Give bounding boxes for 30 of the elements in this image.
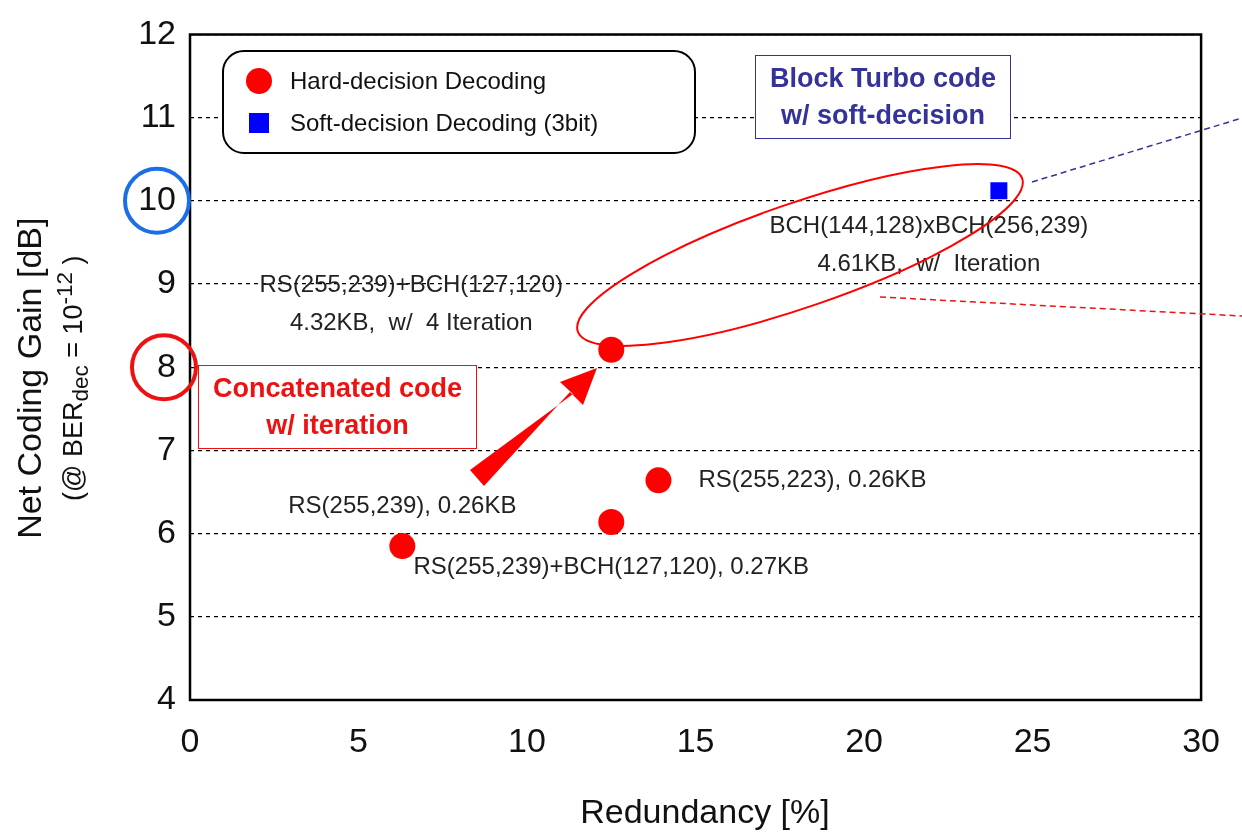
y-tick-label: 10 — [138, 179, 176, 218]
point — [990, 182, 1008, 200]
y-tick-label: 9 — [157, 262, 176, 301]
y-tick-label: 8 — [157, 345, 176, 384]
point — [645, 467, 672, 494]
legend-label: Soft-decision Decoding (3bit) — [290, 109, 599, 137]
y-tick-label: 4 — [157, 678, 176, 717]
x-tick-label: 25 — [1013, 720, 1052, 759]
y-tick-label: 11 — [140, 95, 176, 134]
y-tick-label: 6 — [157, 511, 176, 550]
annotation: RS(255,239), 0.26KB — [288, 490, 517, 518]
x-tick-label: 0 — [180, 720, 200, 759]
x-tick-label: 20 — [845, 720, 883, 759]
point — [389, 533, 416, 560]
y-tick-label: 12 — [138, 12, 176, 51]
y-tick-label: 7 — [157, 428, 176, 467]
x-tick-label: 15 — [676, 720, 715, 759]
annotation: Block Turbo code w/ soft-decision — [755, 55, 1012, 139]
x-axis-title: Redundancy [%] — [579, 792, 831, 831]
annotation: Concatenated code w/ iteration — [198, 365, 478, 449]
annotation: RS(255,239)+BCH(127,120) 4.32KB, w/ 4 Iteration — [259, 270, 564, 336]
point — [598, 508, 625, 535]
legend-label: Hard-decision Decoding — [290, 67, 547, 95]
y-tick-label: 5 — [157, 595, 176, 634]
x-tick-label: 30 — [1182, 720, 1220, 759]
x-tick-label: 5 — [349, 720, 368, 759]
point — [598, 336, 625, 363]
x-tick-label: 10 — [508, 720, 546, 759]
annotation: RS(255,239)+BCH(127,120), 0.27KB — [413, 551, 810, 579]
annotation: RS(255,223), 0.26KB — [698, 464, 927, 492]
